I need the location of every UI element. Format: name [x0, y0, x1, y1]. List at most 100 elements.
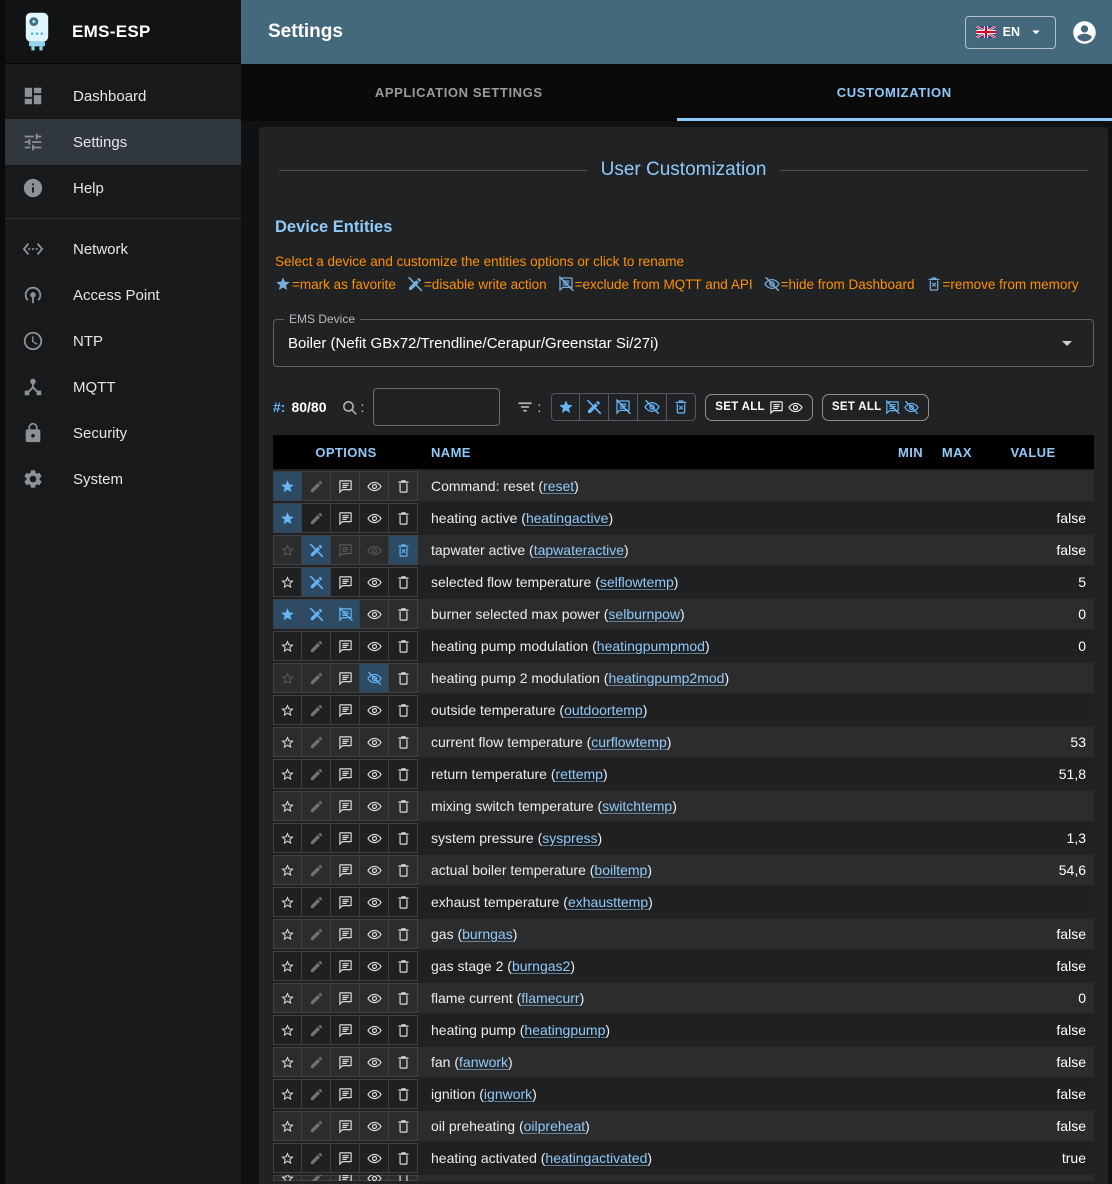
sidebar-item-system[interactable]: System — [5, 456, 241, 502]
entity-code-link[interactable]: oilpreheat — [523, 1118, 586, 1134]
mqtt-toggle[interactable] — [331, 631, 360, 661]
delete-toggle[interactable] — [389, 919, 418, 949]
favorite-toggle[interactable] — [273, 791, 302, 821]
sidebar-item-network[interactable]: Network — [5, 226, 241, 272]
favorite-toggle[interactable] — [273, 983, 302, 1013]
mqtt-toggle[interactable] — [331, 567, 360, 597]
visibility-toggle[interactable] — [360, 727, 389, 757]
delete-toggle[interactable] — [389, 567, 418, 597]
visibility-toggle[interactable] — [360, 1079, 389, 1109]
write-toggle[interactable] — [302, 919, 331, 949]
visibility-toggle[interactable] — [360, 823, 389, 853]
visibility-toggle[interactable] — [360, 1047, 389, 1077]
favorite-toggle[interactable] — [273, 471, 302, 501]
favorite-toggle[interactable] — [273, 1047, 302, 1077]
write-toggle[interactable] — [302, 727, 331, 757]
visibility-toggle[interactable] — [360, 695, 389, 725]
entity-code-link[interactable]: syspress — [542, 830, 598, 846]
mqtt-toggle[interactable] — [331, 823, 360, 853]
entity-code-link[interactable]: burngas — [462, 926, 513, 942]
mqtt-toggle[interactable] — [331, 759, 360, 789]
favorite-filter-toggle[interactable] — [551, 393, 581, 421]
sidebar-item-settings[interactable]: Settings — [5, 119, 241, 165]
mqtt-toggle[interactable] — [331, 1175, 360, 1181]
set-all-hide-button[interactable]: SET ALL — [821, 393, 930, 421]
delete-toggle[interactable] — [389, 503, 418, 533]
favorite-toggle[interactable] — [273, 759, 302, 789]
visibility-toggle[interactable] — [360, 951, 389, 981]
delete-toggle[interactable] — [389, 1047, 418, 1077]
delete-toggle[interactable] — [389, 1015, 418, 1045]
favorite-toggle[interactable] — [273, 855, 302, 885]
delete-toggle[interactable] — [389, 727, 418, 757]
favorite-toggle[interactable] — [273, 631, 302, 661]
write-toggle[interactable] — [302, 1015, 331, 1045]
sidebar-item-help[interactable]: Help — [5, 165, 241, 211]
sidebar-item-ntp[interactable]: NTP — [5, 318, 241, 364]
mqtt-toggle[interactable] — [331, 1079, 360, 1109]
remove-filter-toggle[interactable] — [667, 393, 697, 421]
delete-toggle[interactable] — [389, 471, 418, 501]
favorite-toggle[interactable] — [273, 503, 302, 533]
hide-filter-toggle[interactable] — [638, 393, 668, 421]
language-selector[interactable]: EN — [964, 15, 1056, 49]
visibility-toggle[interactable] — [360, 599, 389, 629]
visibility-toggle[interactable] — [360, 1175, 389, 1181]
write-filter-toggle[interactable] — [580, 393, 610, 421]
write-toggle[interactable] — [302, 1047, 331, 1077]
write-toggle[interactable] — [302, 887, 331, 917]
delete-toggle[interactable] — [389, 951, 418, 981]
delete-toggle[interactable] — [389, 1111, 418, 1141]
write-toggle[interactable] — [302, 599, 331, 629]
write-toggle[interactable] — [302, 503, 331, 533]
entity-code-link[interactable]: flamecurr — [521, 990, 580, 1006]
write-toggle[interactable] — [302, 1111, 331, 1141]
sidebar-item-dashboard[interactable]: Dashboard — [5, 73, 241, 119]
delete-toggle[interactable] — [389, 663, 418, 693]
mqtt-toggle[interactable] — [331, 791, 360, 821]
mqtt-toggle[interactable] — [331, 695, 360, 725]
set-all-show-button[interactable]: SET ALL — [705, 393, 813, 421]
visibility-toggle[interactable] — [360, 535, 389, 565]
tab-application-settings[interactable]: APPLICATION SETTINGS — [374, 85, 543, 100]
write-toggle[interactable] — [302, 535, 331, 565]
mqtt-toggle[interactable] — [331, 727, 360, 757]
entity-code-link[interactable]: heatingactivated — [545, 1150, 648, 1166]
delete-toggle[interactable] — [389, 1079, 418, 1109]
mqtt-toggle[interactable] — [331, 535, 360, 565]
favorite-toggle[interactable] — [273, 823, 302, 853]
entity-code-link[interactable]: reset — [543, 478, 575, 494]
favorite-toggle[interactable] — [273, 887, 302, 917]
visibility-toggle[interactable] — [360, 919, 389, 949]
mqtt-toggle[interactable] — [331, 503, 360, 533]
write-toggle[interactable] — [302, 567, 331, 597]
entity-code-link[interactable]: rettemp — [555, 766, 603, 782]
mqtt-toggle[interactable] — [331, 983, 360, 1013]
entity-code-link[interactable]: heatingpumpmod — [596, 638, 705, 654]
favorite-toggle[interactable] — [273, 727, 302, 757]
entity-code-link[interactable]: heatingpump2mod — [608, 670, 725, 686]
write-toggle[interactable] — [302, 1079, 331, 1109]
delete-toggle[interactable] — [389, 535, 418, 565]
favorite-toggle[interactable] — [273, 1015, 302, 1045]
favorite-toggle[interactable] — [273, 1143, 302, 1173]
mqtt-toggle[interactable] — [331, 1015, 360, 1045]
visibility-toggle[interactable] — [360, 983, 389, 1013]
tab-customization[interactable]: CUSTOMIZATION — [676, 64, 1112, 121]
sidebar-item-security[interactable]: Security — [5, 410, 241, 456]
favorite-toggle[interactable] — [273, 695, 302, 725]
mqtt-toggle[interactable] — [331, 599, 360, 629]
delete-toggle[interactable] — [389, 599, 418, 629]
favorite-toggle[interactable] — [273, 1175, 302, 1181]
delete-toggle[interactable] — [389, 1175, 418, 1181]
visibility-toggle[interactable] — [360, 663, 389, 693]
delete-toggle[interactable] — [389, 855, 418, 885]
mqtt-toggle[interactable] — [331, 471, 360, 501]
ems-device-select[interactable]: EMS Device Boiler (Nefit GBx72/Trendline… — [273, 312, 1094, 367]
entity-code-link[interactable]: heatingpump — [524, 1022, 606, 1038]
favorite-toggle[interactable] — [273, 567, 302, 597]
entity-search-input[interactable] — [373, 388, 501, 426]
visibility-toggle[interactable] — [360, 1143, 389, 1173]
entity-code-link[interactable]: fanwork — [459, 1054, 509, 1070]
write-toggle[interactable] — [302, 823, 331, 853]
